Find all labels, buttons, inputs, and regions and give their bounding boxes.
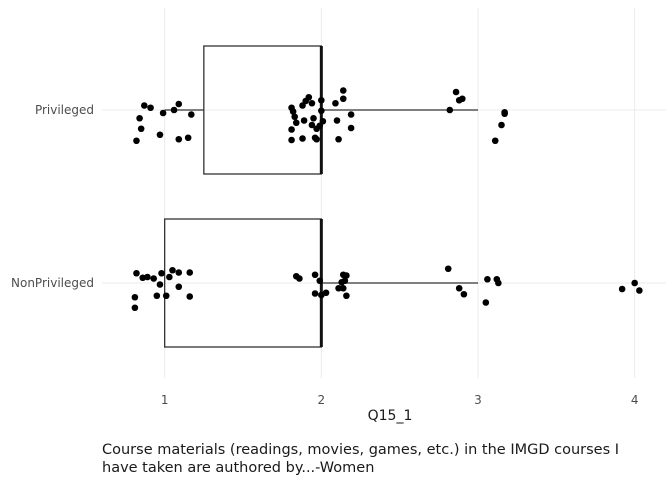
data-point [175, 100, 183, 108]
data-point [156, 131, 164, 139]
data-point [175, 283, 183, 291]
data-point [308, 99, 316, 107]
data-point [305, 93, 313, 101]
data-point [158, 269, 165, 277]
data-point [631, 279, 638, 287]
data-point [288, 126, 295, 133]
data-point [339, 284, 347, 292]
data-point [175, 135, 183, 143]
data-point [482, 299, 490, 306]
data-point [322, 289, 330, 297]
data-point [459, 95, 466, 103]
data-point [175, 269, 183, 276]
jitter-points [131, 87, 643, 312]
data-point [184, 134, 192, 142]
data-point [292, 119, 300, 127]
y-tick-label: NonPrivileged [11, 276, 94, 290]
data-point [455, 284, 463, 292]
data-point [452, 88, 460, 96]
data-point [166, 273, 173, 281]
data-point [308, 121, 316, 129]
data-point [343, 272, 350, 279]
data-point [318, 107, 325, 115]
x-axis-ticks: 1 2 3 4 [161, 393, 639, 407]
data-point [343, 292, 350, 300]
data-point [170, 106, 178, 114]
x-tick-label: 3 [474, 393, 482, 407]
data-point [335, 284, 342, 292]
data-point [289, 108, 297, 115]
data-point [341, 277, 349, 285]
data-point [147, 104, 154, 112]
data-point [332, 99, 339, 107]
y-tick-label: Privileged [35, 103, 94, 117]
data-point [460, 290, 468, 298]
data-point [141, 102, 148, 109]
data-point [150, 275, 157, 282]
data-point [636, 287, 643, 294]
data-point [444, 265, 452, 273]
data-point [162, 292, 170, 300]
chart-plot: NonPrivileged Privileged 1 2 3 4 Q15_1 [11, 8, 666, 424]
x-tick-label: 4 [631, 393, 639, 407]
data-point [159, 109, 167, 117]
data-point [291, 113, 299, 121]
data-point [133, 269, 140, 277]
data-point [446, 106, 454, 114]
data-point [335, 135, 342, 143]
data-point [491, 137, 499, 145]
data-point [339, 87, 347, 94]
data-point [186, 269, 194, 276]
data-point [296, 275, 303, 282]
data-point [131, 304, 139, 312]
data-point [310, 114, 317, 122]
data-point [156, 281, 164, 288]
data-point [288, 136, 295, 144]
data-point [188, 111, 195, 118]
data-point [318, 96, 325, 104]
data-point [137, 125, 145, 133]
data-point [144, 273, 151, 281]
data-point [333, 117, 341, 124]
y-axis-ticks: NonPrivileged Privileged [11, 103, 94, 290]
data-point [133, 137, 140, 145]
data-point [501, 108, 508, 116]
data-point [484, 275, 491, 283]
data-point [495, 279, 502, 287]
chart-caption: Course materials (readings, movies, game… [102, 442, 620, 476]
data-point [169, 266, 176, 274]
data-point [186, 293, 194, 300]
data-point [618, 285, 626, 293]
data-point [299, 135, 306, 142]
data-point [347, 111, 355, 118]
data-point [311, 290, 319, 297]
data-point [153, 292, 161, 300]
x-axis-title: Q15_1 [368, 408, 413, 424]
x-tick-label: 1 [161, 393, 169, 407]
data-point [136, 114, 143, 122]
data-point [347, 124, 355, 132]
x-tick-label: 2 [318, 393, 326, 407]
data-point [319, 117, 327, 125]
data-point [131, 293, 139, 301]
data-point [498, 121, 505, 129]
gridlines [102, 8, 666, 378]
data-point [311, 271, 319, 279]
data-point [339, 95, 347, 103]
data-point [313, 135, 320, 143]
data-point [300, 117, 308, 124]
data-point [316, 277, 324, 285]
